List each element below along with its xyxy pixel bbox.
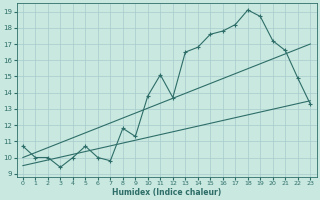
X-axis label: Humidex (Indice chaleur): Humidex (Indice chaleur)	[112, 188, 221, 197]
